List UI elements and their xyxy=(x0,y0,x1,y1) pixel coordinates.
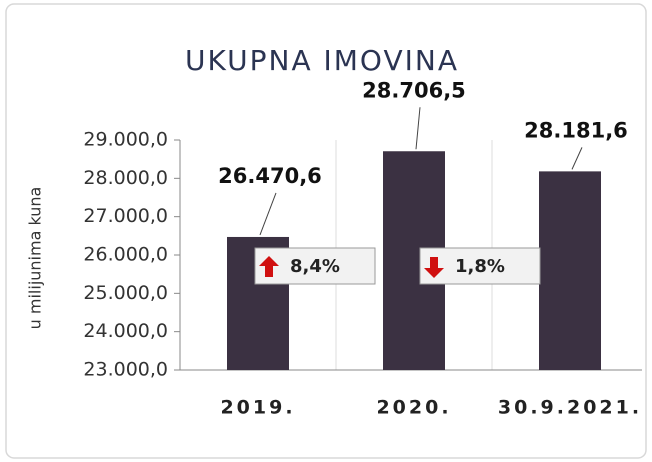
y-tick-label: 26.000,0 xyxy=(83,244,168,266)
leader-line xyxy=(571,147,583,170)
y-tick-label: 29.000,0 xyxy=(83,129,168,151)
leader-line xyxy=(259,192,277,236)
arrow-down xyxy=(424,257,444,278)
bar xyxy=(539,171,601,370)
x-tick-label: 30.9.2021. xyxy=(498,397,642,419)
value-label: 26.470,6 xyxy=(218,164,322,188)
value-label: 28.181,6 xyxy=(524,118,628,142)
y-tick-label: 23.000,0 xyxy=(83,359,168,381)
x-tick-label: 2019. xyxy=(220,397,295,419)
y-tick-label: 25.000,0 xyxy=(83,282,168,304)
arrow-up xyxy=(259,256,279,277)
x-tick-label: 2020. xyxy=(376,397,451,419)
y-tick-label: 27.000,0 xyxy=(83,205,168,227)
y-tick-label: 24.000,0 xyxy=(83,320,168,342)
y-axis-label: u milijunima kuna xyxy=(26,187,45,330)
annotation-frame xyxy=(419,247,541,285)
annotation-box: 8,4% xyxy=(254,247,376,285)
annotation: 1,8% xyxy=(455,256,505,277)
chart-title: UKUPNA IMOVINA xyxy=(185,44,459,77)
chart-frame xyxy=(5,3,647,459)
value-label: 28.706,5 xyxy=(362,78,466,102)
annotation-box: 1,8% xyxy=(419,247,541,285)
leader-line xyxy=(415,107,421,150)
y-tick-label: 28.000,0 xyxy=(83,167,168,189)
annotation: 8,4% xyxy=(290,256,340,277)
